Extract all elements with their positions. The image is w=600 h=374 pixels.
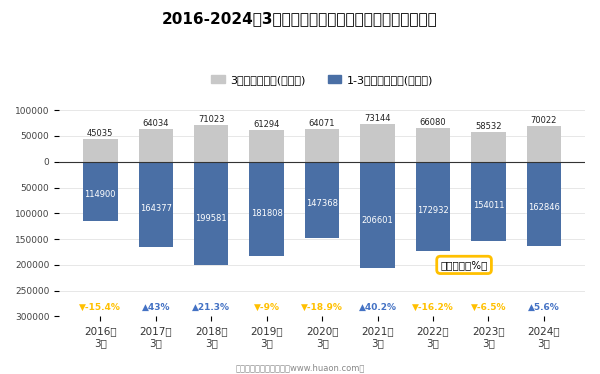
Text: 同比增速（%）: 同比增速（%） <box>440 260 488 270</box>
Bar <box>250 162 284 255</box>
Bar <box>139 129 173 162</box>
Text: 154011: 154011 <box>473 201 504 210</box>
Text: 58532: 58532 <box>475 122 502 131</box>
Bar <box>361 162 395 268</box>
Bar <box>527 126 561 162</box>
Text: 2016-2024年3月湖南省外商投资企业进出口总额统计图: 2016-2024年3月湖南省外商投资企业进出口总额统计图 <box>162 11 438 26</box>
Text: 164377: 164377 <box>140 204 172 213</box>
Text: 70022: 70022 <box>531 116 557 125</box>
Text: 114900: 114900 <box>85 190 116 199</box>
Bar <box>250 130 284 162</box>
Text: ▲40.2%: ▲40.2% <box>359 303 397 312</box>
Bar <box>194 125 229 162</box>
Text: ▼-9%: ▼-9% <box>254 303 280 312</box>
Text: ▼-6.5%: ▼-6.5% <box>471 303 506 312</box>
Text: 66080: 66080 <box>419 118 446 127</box>
Bar <box>305 162 340 238</box>
Text: 45035: 45035 <box>87 129 113 138</box>
Text: 181808: 181808 <box>251 209 283 218</box>
Text: 64034: 64034 <box>143 119 169 128</box>
Text: 199581: 199581 <box>196 214 227 223</box>
Text: ▲43%: ▲43% <box>142 303 170 312</box>
Bar <box>416 128 450 162</box>
Text: ▼-18.9%: ▼-18.9% <box>301 303 343 312</box>
Text: ▲21.3%: ▲21.3% <box>192 303 230 312</box>
Text: 73144: 73144 <box>364 114 391 123</box>
Text: ▲5.6%: ▲5.6% <box>528 303 560 312</box>
Text: 制图：华经产业研究院（www.huaon.com）: 制图：华经产业研究院（www.huaon.com） <box>235 363 365 372</box>
Legend: 3月进出口总额(万美元), 1-3月进出口总额(万美元): 3月进出口总额(万美元), 1-3月进出口总额(万美元) <box>207 70 437 89</box>
Text: ▼-16.2%: ▼-16.2% <box>412 303 454 312</box>
Text: 61294: 61294 <box>253 120 280 129</box>
Bar <box>305 129 340 162</box>
Bar <box>361 124 395 162</box>
Text: 71023: 71023 <box>198 115 224 124</box>
Text: 147368: 147368 <box>306 199 338 208</box>
Text: 64071: 64071 <box>309 119 335 128</box>
Text: 172932: 172932 <box>417 206 449 215</box>
Text: 162846: 162846 <box>528 203 560 212</box>
Bar <box>471 132 506 162</box>
Bar <box>527 162 561 246</box>
Bar <box>416 162 450 251</box>
Bar <box>83 138 118 162</box>
Bar <box>194 162 229 265</box>
Bar <box>471 162 506 241</box>
Text: ▼-15.4%: ▼-15.4% <box>79 303 121 312</box>
Bar <box>83 162 118 221</box>
Bar <box>139 162 173 246</box>
Text: 206601: 206601 <box>362 216 394 225</box>
